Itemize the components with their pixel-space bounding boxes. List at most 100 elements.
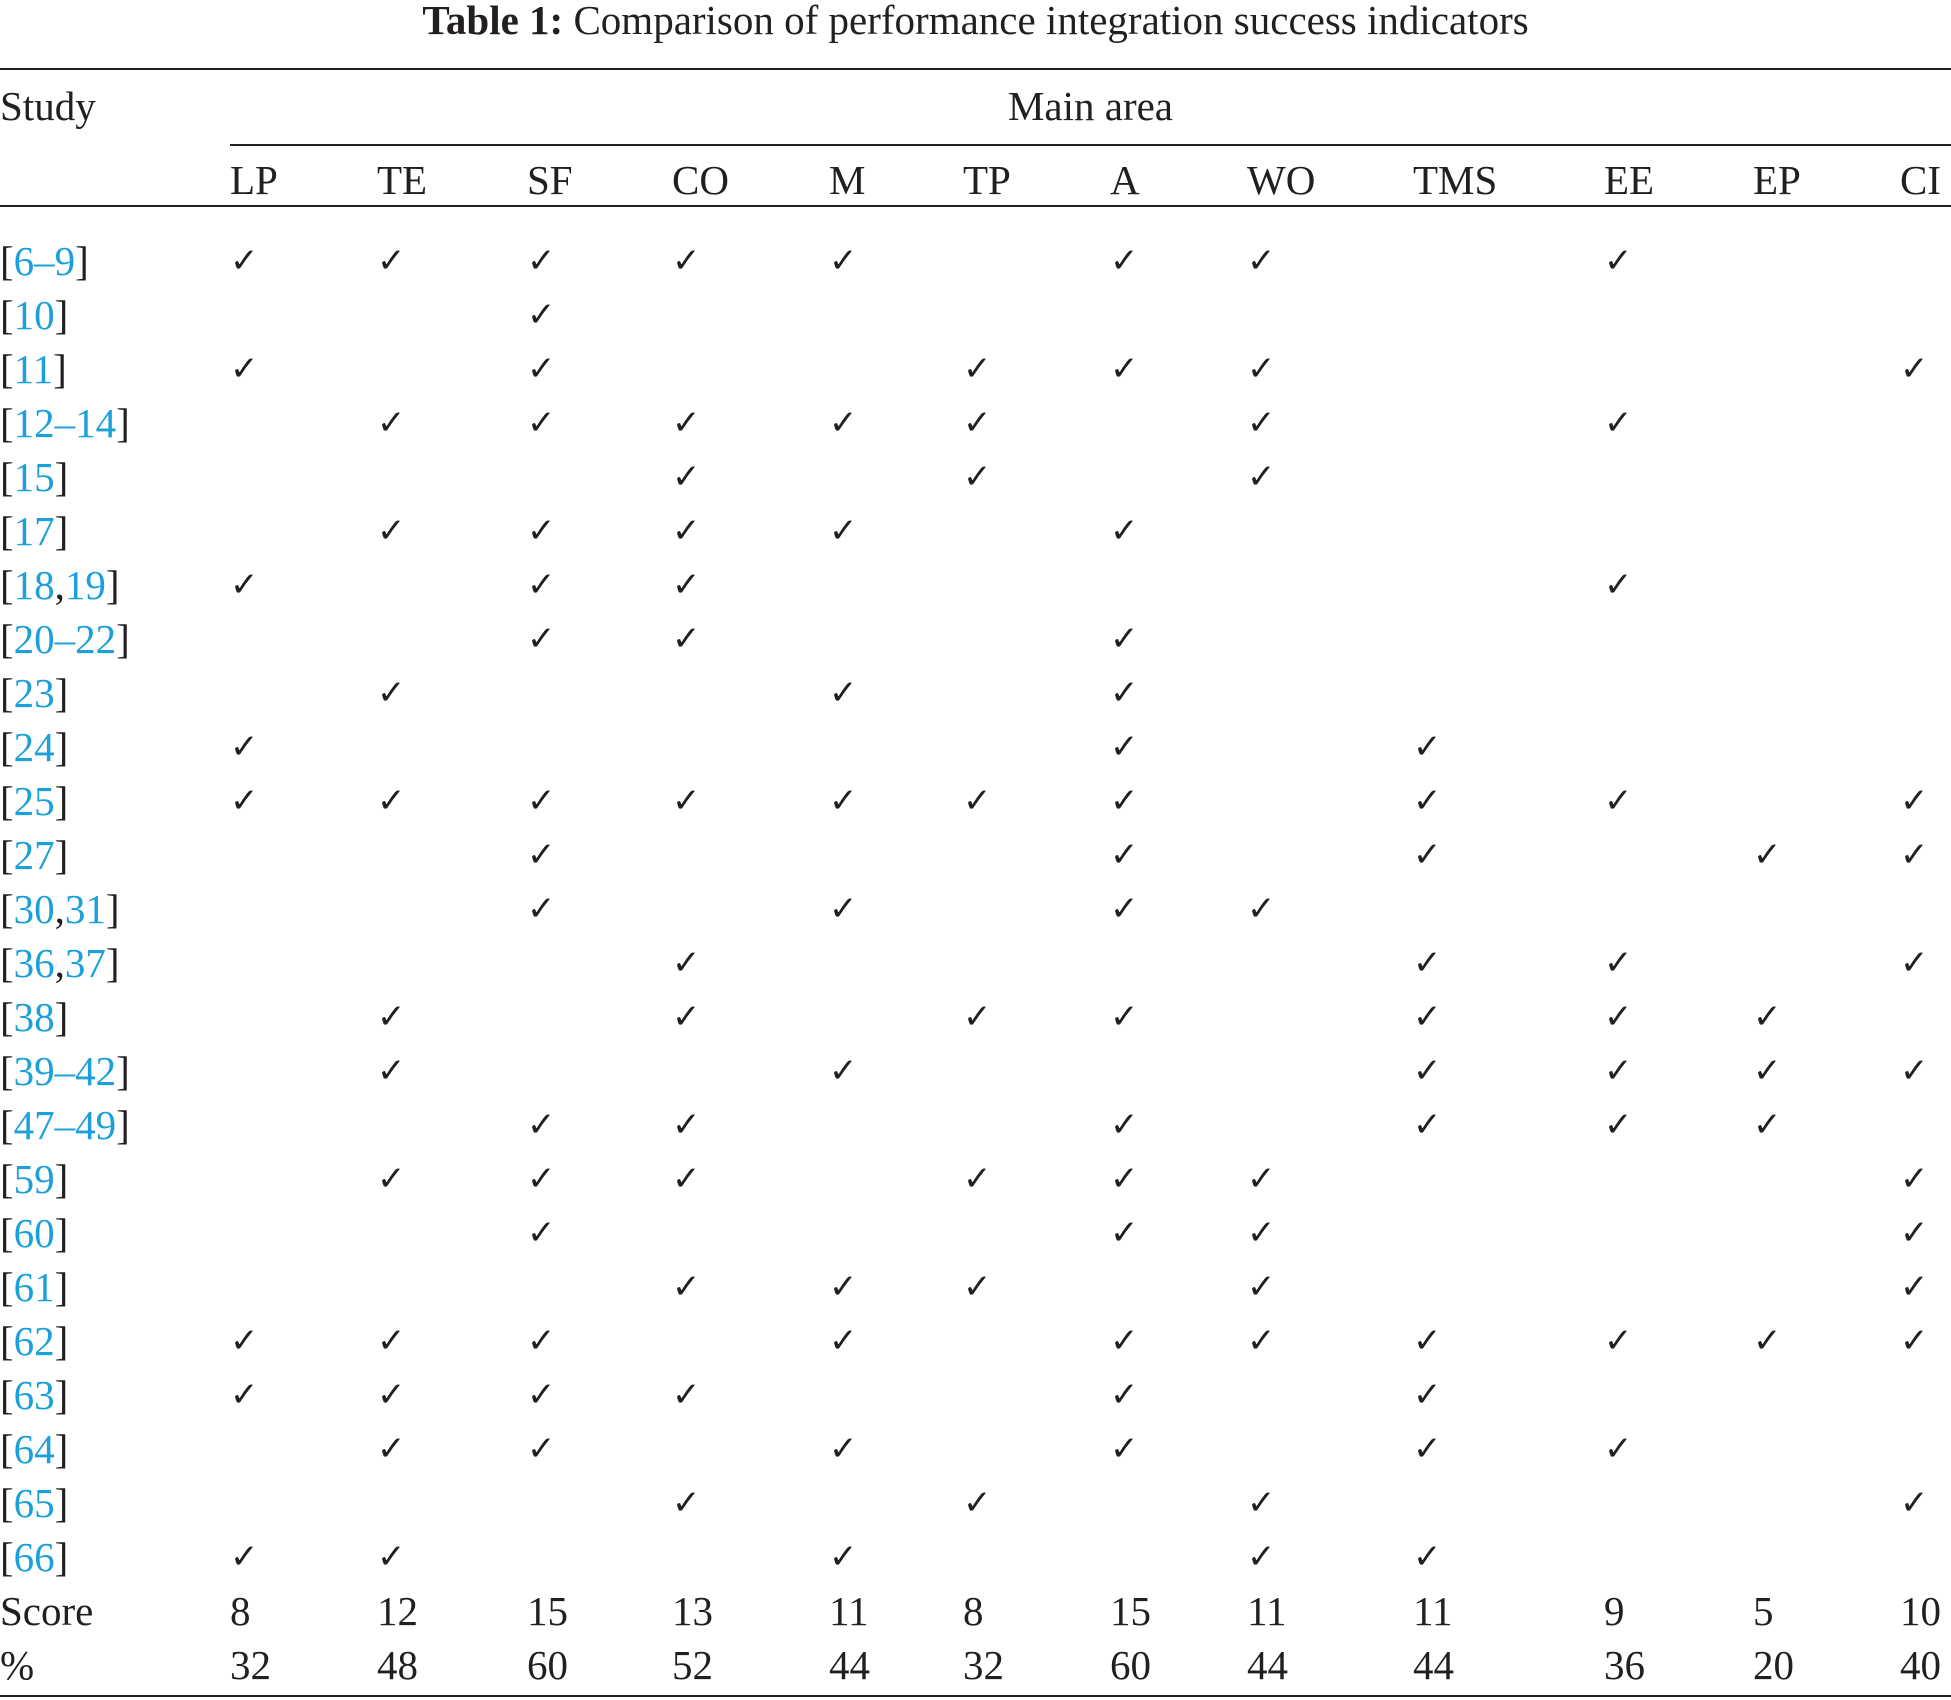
checkmark-icon: ✓	[1604, 1105, 1633, 1145]
citation-link[interactable]: 10	[13, 292, 55, 338]
checkmark-icon: ✓	[1900, 781, 1929, 821]
citation-link[interactable]: 64	[13, 1426, 55, 1472]
checkmark-icon: ✓	[1413, 1105, 1442, 1145]
citation-link[interactable]: 27	[13, 832, 55, 878]
checkmark-icon: ✓	[527, 619, 556, 659]
citation-link[interactable]: 20–22	[13, 616, 117, 662]
citation-link[interactable]: 11	[13, 346, 54, 392]
table-row: [61] ✓ ✓ ✓ ✓ ✓	[0, 1260, 1951, 1314]
study-reference: [38]	[0, 994, 69, 1040]
checkmark-icon: ✓	[230, 1537, 259, 1577]
citation-link[interactable]: 6–9	[13, 238, 76, 284]
checkmark-icon: ✓	[230, 1321, 259, 1361]
citation-link[interactable]: 17	[13, 508, 55, 554]
table-row: [18,19] ✓ ✓ ✓ ✓	[0, 558, 1951, 612]
citation-link[interactable]: 65	[13, 1480, 55, 1526]
citation-link[interactable]: 30	[13, 886, 55, 932]
citation-link[interactable]: 47–49	[13, 1102, 117, 1148]
study-reference: [64]	[0, 1426, 69, 1472]
column-header-tp: TP	[963, 157, 1011, 203]
table-row: [65] ✓ ✓ ✓ ✓	[0, 1476, 1951, 1530]
checkmark-icon: ✓	[1110, 997, 1139, 1037]
checkmark-icon: ✓	[527, 835, 556, 875]
study-reference: [18,19]	[0, 562, 120, 608]
citation-link[interactable]: 62	[13, 1318, 55, 1364]
citation-link[interactable]: 23	[13, 670, 55, 716]
checkmark-icon: ✓	[829, 1537, 858, 1577]
checkmark-icon: ✓	[377, 781, 406, 821]
checkmark-icon: ✓	[1604, 565, 1633, 605]
table-row: [38] ✓ ✓ ✓ ✓ ✓ ✓ ✓	[0, 990, 1951, 1044]
study-reference: [65]	[0, 1480, 69, 1526]
citation-link[interactable]: 59	[13, 1156, 55, 1202]
checkmark-icon: ✓	[672, 1159, 701, 1199]
checkmark-icon: ✓	[377, 1321, 406, 1361]
table-row: [47–49] ✓ ✓ ✓ ✓ ✓ ✓	[0, 1098, 1951, 1152]
checkmark-icon: ✓	[1247, 1537, 1276, 1577]
table-row: [24] ✓ ✓ ✓	[0, 720, 1951, 774]
checkmark-icon: ✓	[1110, 673, 1139, 713]
citation-link[interactable]: 37	[64, 940, 106, 986]
checkmark-icon: ✓	[1604, 781, 1633, 821]
citation-link[interactable]: 66	[13, 1534, 55, 1580]
checkmark-icon: ✓	[1900, 1483, 1929, 1523]
checkmark-icon: ✓	[1900, 943, 1929, 983]
main-area-rule	[230, 144, 1951, 146]
citation-link[interactable]: 12–14	[13, 400, 117, 446]
citation-link[interactable]: 31	[64, 886, 106, 932]
study-reference: [30,31]	[0, 886, 120, 932]
checkmark-icon: ✓	[829, 781, 858, 821]
percent-label: %	[0, 1642, 35, 1688]
citation-link[interactable]: 63	[13, 1372, 55, 1418]
checkmark-icon: ✓	[829, 889, 858, 929]
study-reference: [59]	[0, 1156, 69, 1202]
main-area-header: Main area	[1007, 83, 1174, 129]
column-header-tms: TMS	[1413, 157, 1498, 203]
checkmark-icon: ✓	[1413, 1375, 1442, 1415]
table-row: [60] ✓ ✓ ✓ ✓	[0, 1206, 1951, 1260]
checkmark-icon: ✓	[230, 565, 259, 605]
checkmark-icon: ✓	[672, 511, 701, 551]
checkmark-icon: ✓	[1247, 1321, 1276, 1361]
citation-link[interactable]: 18	[13, 562, 55, 608]
score-value: 15	[1110, 1588, 1151, 1634]
checkmark-icon: ✓	[672, 619, 701, 659]
table-row: [15] ✓ ✓ ✓	[0, 450, 1951, 504]
percent-value: 40	[1900, 1642, 1941, 1688]
citation-link[interactable]: 25	[13, 778, 55, 824]
citation-link[interactable]: 15	[13, 454, 55, 500]
checkmark-icon: ✓	[829, 241, 858, 281]
checkmark-icon: ✓	[1110, 1105, 1139, 1145]
citation-link[interactable]: 36	[13, 940, 55, 986]
checkmark-icon: ✓	[1900, 835, 1929, 875]
checkmark-icon: ✓	[829, 1321, 858, 1361]
study-reference: [60]	[0, 1210, 69, 1256]
column-header-a: A	[1110, 157, 1140, 203]
score-value: 8	[963, 1588, 984, 1634]
citation-link[interactable]: 24	[13, 724, 55, 770]
study-reference: [12–14]	[0, 400, 130, 446]
checkmark-icon: ✓	[672, 781, 701, 821]
citation-link[interactable]: 39–42	[13, 1048, 117, 1094]
column-header-m: M	[829, 157, 866, 203]
checkmark-icon: ✓	[1900, 1321, 1929, 1361]
checkmark-icon: ✓	[829, 673, 858, 713]
citation-link[interactable]: 19	[64, 562, 106, 608]
study-reference: [6–9]	[0, 238, 89, 284]
percent-value: 36	[1604, 1642, 1645, 1688]
checkmark-icon: ✓	[1247, 349, 1276, 389]
citation-link[interactable]: 60	[13, 1210, 55, 1256]
score-value: 10	[1900, 1588, 1941, 1634]
table-row: [64] ✓ ✓ ✓ ✓ ✓ ✓	[0, 1422, 1951, 1476]
citation-link[interactable]: 38	[13, 994, 55, 1040]
percent-value: 52	[672, 1642, 713, 1688]
checkmark-icon: ✓	[1413, 781, 1442, 821]
percent-value: 44	[1413, 1642, 1454, 1688]
citation-link[interactable]: 61	[13, 1264, 55, 1310]
checkmark-icon: ✓	[1110, 619, 1139, 659]
checkmark-icon: ✓	[1413, 835, 1442, 875]
study-reference: [47–49]	[0, 1102, 130, 1148]
checkmark-icon: ✓	[527, 349, 556, 389]
checkmark-icon: ✓	[672, 565, 701, 605]
checkmark-icon: ✓	[230, 241, 259, 281]
